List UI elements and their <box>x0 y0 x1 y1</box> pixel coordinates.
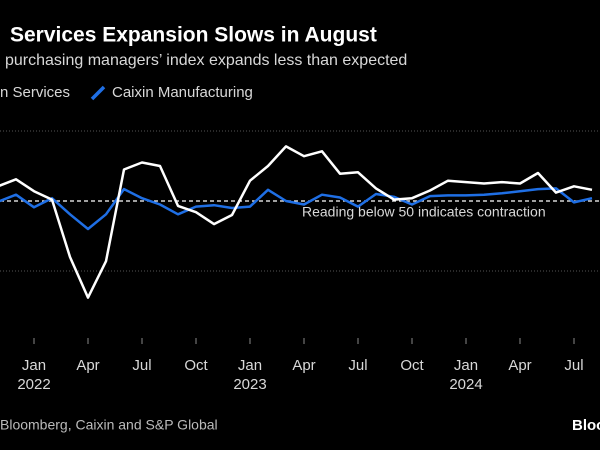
chart-title: Services Expansion Slows in August <box>10 24 377 47</box>
legend-label: n Services <box>0 84 70 101</box>
x-tick-label: Jan <box>22 357 46 374</box>
x-tick-label: Apr <box>292 357 315 374</box>
legend-label: Caixin Manufacturing <box>112 84 253 101</box>
source: Bloomberg, Caixin and S&P Global <box>0 417 218 433</box>
x-tick-label: Jul <box>564 357 583 374</box>
x-tick-label: Jan <box>238 357 262 374</box>
x-tick-label: Oct <box>400 357 424 374</box>
year-label: 2024 <box>449 376 482 393</box>
x-tick-label: Jul <box>348 357 367 374</box>
x-tick-label: Jan <box>454 357 478 374</box>
legend-swatch <box>90 85 106 101</box>
series-line <box>0 145 593 299</box>
year-label: 2022 <box>17 376 50 393</box>
annotation: Reading below 50 indicates contraction <box>302 204 546 220</box>
year-label: 2023 <box>233 376 266 393</box>
x-tick-label: Apr <box>76 357 99 374</box>
series-line <box>0 187 593 231</box>
chart-subtitle: purchasing managers’ index expands less … <box>5 52 407 69</box>
x-tick-label: Oct <box>184 357 208 374</box>
x-tick-label: Jul <box>132 357 151 374</box>
logo: Bloo <box>572 417 600 434</box>
x-tick-label: Apr <box>508 357 531 374</box>
